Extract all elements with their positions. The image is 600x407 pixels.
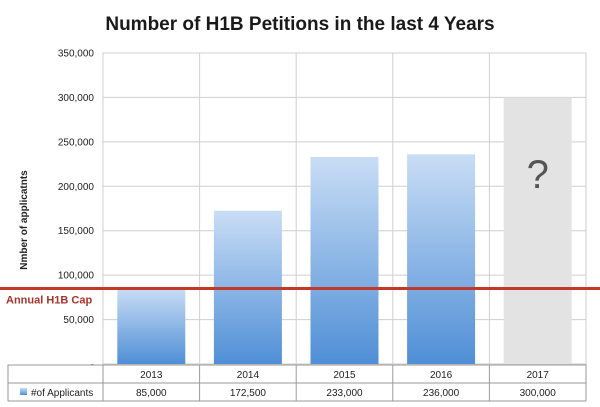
x-tick-label: 2014	[237, 370, 260, 381]
table-value: 236,000	[423, 388, 460, 399]
table-value: 300,000	[520, 388, 557, 399]
y-tick-label: 100,000	[58, 271, 95, 282]
data-table: 2013 85,000 2014 172,500 2015 233,000 2016 236,…	[7, 364, 587, 402]
chart-title: Number of H1B Petitions in the last 4 Ye…	[105, 14, 494, 35]
bar	[407, 154, 476, 364]
legend-label: #of Applicants	[31, 388, 93, 399]
table-value: 85,000	[136, 388, 167, 399]
cap-line-group: Annual H1B Cap	[0, 286, 600, 306]
cap-line-label: Annual H1B Cap	[6, 294, 92, 306]
bar	[310, 156, 379, 364]
y-tick-label: 200,000	[58, 182, 95, 193]
y-tick-label: 150,000	[58, 226, 95, 237]
x-tick-label: 2017	[527, 370, 550, 381]
x-tick-label: 2015	[333, 370, 356, 381]
legend-swatch	[20, 388, 27, 395]
x-tick-label: 2013	[140, 370, 163, 381]
bar-estimate	[503, 97, 572, 364]
x-tick-label: 2016	[430, 370, 453, 381]
y-axis-label: Nmber of applicatnts	[19, 170, 30, 270]
y-tick-label: 50,000	[63, 315, 94, 326]
bars-layer: ?	[117, 97, 572, 364]
y-ticks: 350,000 300,000 250,000 200,000 150,000 100,0…	[58, 49, 95, 371]
estimate-question-mark: ?	[527, 153, 549, 197]
y-tick-label: 350,000	[58, 49, 95, 60]
bar	[117, 288, 186, 364]
table-value: 233,000	[326, 388, 363, 399]
y-tick-label: 250,000	[58, 137, 95, 148]
y-tick-label: 300,000	[58, 93, 95, 104]
table-value: 172,500	[230, 388, 267, 399]
